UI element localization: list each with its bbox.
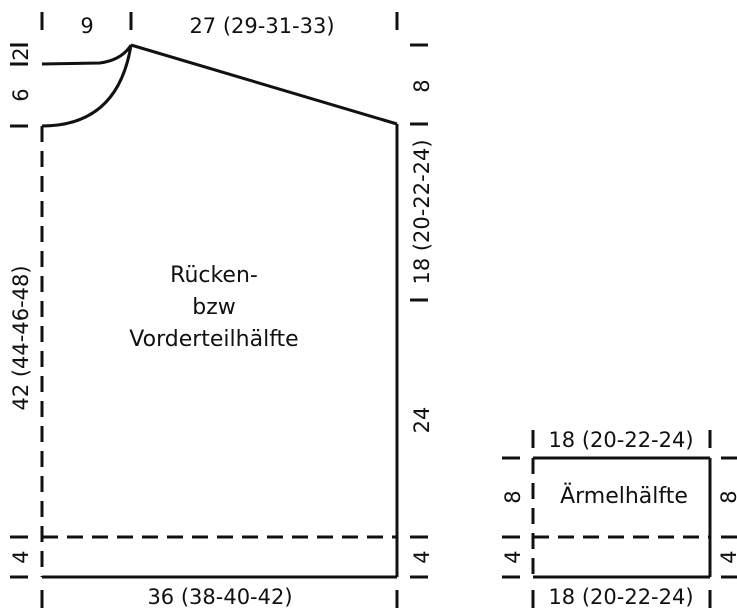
neck-width-label: 9 [80,14,93,38]
shoulder-width-label: 27 (29-31-33) [189,14,334,38]
body-shoulder-line [130,43,398,126]
shoulder-drop-label: 8 [410,79,434,92]
body-left-rib-label: 4 [9,550,33,563]
body-piece: 9 27 (29-31-33) 36 (38-40-42) 2 6 42 (44… [9,12,434,608]
sleeve-right-rib-label: 4 [717,550,737,563]
body-piece-name-line-2: bzw [192,295,236,320]
body-neck-curve [41,44,133,128]
sleeve-right-upper-label: 8 [717,490,737,503]
body-length-label: 42 (44-46-48) [9,265,33,410]
body-piece-name-line-1: Rücken- [170,263,258,288]
sleeve-left-rib-label: 4 [501,550,525,563]
armhole-label: 18 (20-22-24) [410,139,434,284]
sleeve-piece: 18 (20-22-24) 18 (20-22-24) 8 4 8 4 Ärme… [501,428,737,608]
neck-depth-label: 6 [9,88,33,101]
body-right-rib-label: 4 [410,550,434,563]
bottom-width-label: 36 (38-40-42) [147,585,292,608]
neck-top-label: 2 [9,47,33,60]
body-neck-upper [41,44,133,66]
sleeve-top-width-label: 18 (20-22-24) [548,428,693,452]
sleeve-left-upper-label: 8 [501,490,525,503]
side-length-label: 24 [410,407,434,434]
sleeve-piece-name: Ärmelhälfte [560,483,688,509]
body-piece-name-line-3: Vorderteilhälfte [129,327,298,352]
sleeve-bottom-width-label: 18 (20-22-24) [548,585,693,608]
